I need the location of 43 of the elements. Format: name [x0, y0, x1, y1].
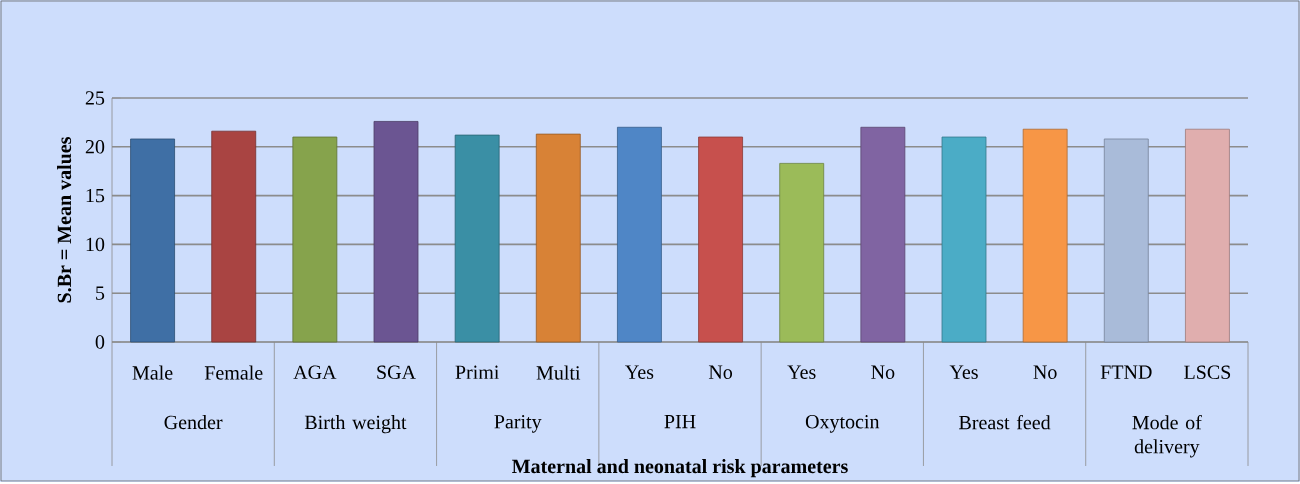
y-tick-label: 20	[85, 140, 105, 154]
y-tick-label: 0	[95, 335, 105, 349]
text: PIH	[664, 415, 696, 429]
bar	[1022, 128, 1068, 343]
bar	[1185, 128, 1230, 343]
x-tick-label: LSCS	[1184, 365, 1231, 380]
bar	[941, 136, 987, 343]
x-tick-label: Multi	[536, 365, 581, 380]
text: Mode of delivery	[1132, 415, 1202, 458]
bar	[211, 130, 257, 343]
y-axis-title: S.Br = Mean values	[57, 137, 72, 303]
bar	[617, 126, 662, 343]
y-tick-label: 25	[85, 91, 105, 105]
x-tick-label: No	[708, 365, 733, 379]
bar	[535, 133, 581, 343]
x-tick-label: SGA	[377, 365, 416, 380]
y-tick-label: 5	[96, 286, 105, 300]
x-tick-label: Yes	[625, 365, 654, 379]
text: Oxytocin	[805, 415, 880, 433]
x-tick-label: FTND	[1100, 365, 1152, 379]
y-tick-label: 10	[86, 237, 105, 252]
text: Gender	[164, 415, 223, 430]
x-tick-label: Primi	[455, 365, 499, 379]
bar	[454, 134, 500, 343]
bar	[860, 126, 906, 343]
bar	[698, 136, 743, 343]
text: Birth weight	[304, 415, 407, 434]
x-tick-label: No	[871, 365, 895, 379]
x-tick-label: No	[1033, 365, 1057, 379]
x-tick-label: AGA	[293, 365, 337, 380]
bar	[373, 121, 419, 343]
bar	[1103, 138, 1149, 343]
text: Parity	[494, 415, 542, 433]
x-tick-label: Female	[204, 365, 263, 380]
x-axis-title: Maternal and neonatal risk parameters	[512, 459, 848, 478]
bar	[292, 136, 338, 343]
x-tick-label: Yes	[949, 365, 978, 379]
bar	[130, 138, 175, 343]
bar	[779, 163, 825, 343]
x-tick-label: Yes	[787, 365, 816, 379]
y-tick-label: 15	[86, 188, 105, 203]
x-tick-label: Male	[132, 365, 173, 380]
text: Breast feed	[959, 415, 1051, 430]
